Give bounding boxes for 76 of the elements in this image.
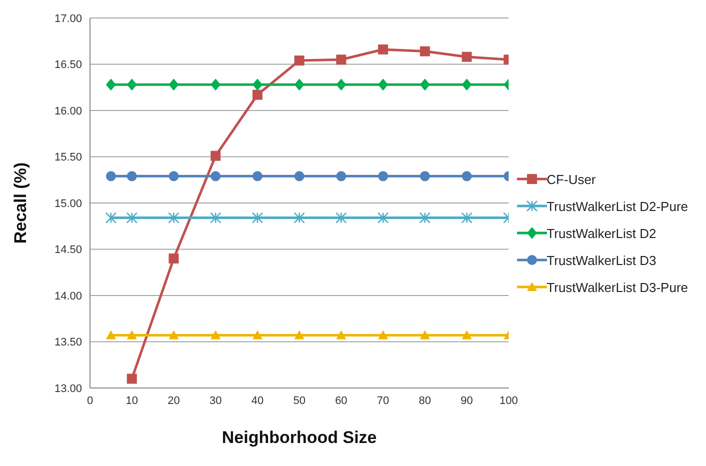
point xyxy=(252,78,262,91)
point xyxy=(105,212,117,224)
point xyxy=(378,44,388,54)
point xyxy=(294,330,304,340)
point xyxy=(210,171,221,182)
point xyxy=(252,330,262,340)
point xyxy=(294,171,304,182)
point xyxy=(336,330,346,340)
legend-label: TrustWalkerList D3 xyxy=(546,252,656,268)
legend-label: TrustWalkerList D2-Pure xyxy=(546,198,688,214)
y-tick-label: 14.50 xyxy=(54,244,82,256)
y-tick-label: 13.00 xyxy=(54,382,82,395)
point xyxy=(462,330,472,340)
point xyxy=(462,78,472,91)
y-tick-label: 15.50 xyxy=(54,152,82,164)
point xyxy=(126,330,137,340)
point xyxy=(106,171,116,182)
point xyxy=(168,212,180,224)
legend-label: CF-User xyxy=(546,172,596,186)
y-tick-label: 14.00 xyxy=(54,290,82,302)
point xyxy=(462,52,472,62)
y-tick-label: 16.50 xyxy=(54,59,82,72)
x-tick-label: 30 xyxy=(209,394,222,407)
legend-label: TrustWalkerList D2 xyxy=(546,226,656,240)
point xyxy=(168,254,179,264)
point xyxy=(378,330,388,340)
point xyxy=(168,171,179,182)
point xyxy=(420,78,430,91)
point xyxy=(168,78,179,91)
x-tick-label: 40 xyxy=(251,394,264,407)
point xyxy=(126,374,137,384)
point xyxy=(461,212,472,224)
y-tick-label: 15.00 xyxy=(54,198,82,210)
point xyxy=(420,171,430,182)
point xyxy=(210,78,221,91)
point xyxy=(378,78,388,91)
point xyxy=(377,212,389,224)
point xyxy=(336,54,346,65)
legend-label: TrustWalkerList D3-Pure xyxy=(546,280,688,294)
point xyxy=(106,78,116,91)
point xyxy=(462,171,472,182)
point xyxy=(168,330,179,340)
point xyxy=(126,171,137,182)
point xyxy=(106,330,116,340)
x-tick-label: 70 xyxy=(376,394,390,407)
point xyxy=(126,78,137,91)
x-tick-label: 20 xyxy=(168,394,180,407)
point xyxy=(294,56,304,66)
point xyxy=(210,150,221,161)
x-tick-label: 0 xyxy=(86,394,94,407)
point xyxy=(252,171,262,182)
point xyxy=(420,330,430,340)
point xyxy=(210,212,222,224)
point xyxy=(336,171,346,182)
y-tick-label: 13.50 xyxy=(54,336,82,349)
point xyxy=(378,171,388,182)
point xyxy=(252,212,264,224)
point xyxy=(294,78,304,91)
point xyxy=(336,212,347,224)
x-tick-label: 60 xyxy=(335,394,348,407)
x-tick-label: 10 xyxy=(126,394,138,407)
x-tick-label: 50 xyxy=(293,394,306,407)
y-tick-label: 16.00 xyxy=(54,105,82,118)
x-axis-title: Neighborhood Size xyxy=(222,428,377,447)
x-tick-label: 90 xyxy=(460,394,473,407)
point xyxy=(252,90,262,100)
point xyxy=(294,212,305,224)
point xyxy=(419,212,431,224)
y-axis-title: Recall (%) xyxy=(11,162,30,244)
point xyxy=(126,212,138,224)
y-tick-label: 17.00 xyxy=(54,12,82,25)
point xyxy=(336,78,346,91)
point xyxy=(420,46,430,56)
point xyxy=(210,330,221,340)
x-tick-label: 80 xyxy=(418,394,432,407)
x-tick-label: 100 xyxy=(499,394,518,407)
